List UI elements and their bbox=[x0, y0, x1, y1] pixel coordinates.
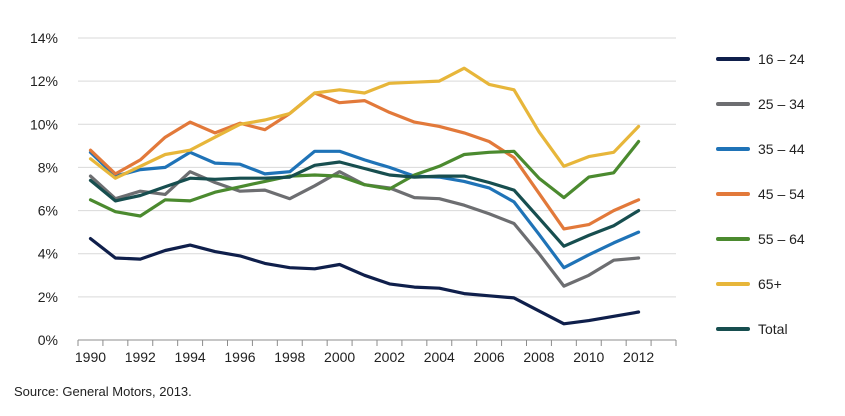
legend: 16 – 24 25 – 34 35 – 44 45 – 54 55 – 64 65+ To… bbox=[716, 51, 805, 337]
series-line-0 bbox=[88, 237, 641, 326]
x-tick-label: 2004 bbox=[424, 349, 455, 365]
legend-label: 35 – 44 bbox=[758, 141, 805, 157]
x-tick-label: 1994 bbox=[175, 349, 206, 365]
y-tick-label: 12% bbox=[30, 73, 58, 89]
y-tick-label: 6% bbox=[38, 203, 58, 219]
legend-label: 16 – 24 bbox=[758, 51, 805, 67]
legend-label: 55 – 64 bbox=[758, 231, 805, 247]
x-tick-label: 1996 bbox=[224, 349, 255, 365]
y-tick-label: 0% bbox=[38, 332, 58, 348]
series-line-3 bbox=[88, 91, 641, 231]
series-line-2 bbox=[88, 149, 641, 270]
series-lines bbox=[88, 66, 641, 326]
series-line-6 bbox=[88, 160, 641, 248]
series-line-4 bbox=[88, 139, 641, 218]
x-tick-label: 2000 bbox=[324, 349, 355, 365]
y-tick-label: 14% bbox=[30, 30, 58, 46]
legend-label: 25 – 34 bbox=[758, 96, 805, 112]
y-tick-label: 4% bbox=[38, 246, 58, 262]
x-tick-label: 2006 bbox=[474, 349, 505, 365]
axes: 0% 2% 4% 6% 8% 10% 12% 14% 1990 1992 1994 1996 1998 2… bbox=[30, 30, 677, 365]
x-tick-label: 2012 bbox=[623, 349, 654, 365]
source-note: Source: General Motors, 2013. bbox=[14, 384, 192, 399]
y-tick-label: 2% bbox=[38, 289, 58, 305]
x-tick-label: 1998 bbox=[274, 349, 305, 365]
grid-lines bbox=[78, 37, 676, 298]
y-tick-label: 10% bbox=[30, 116, 58, 132]
x-tick-label: 1992 bbox=[125, 349, 156, 365]
y-tick-label: 8% bbox=[38, 159, 58, 175]
series-line-1 bbox=[88, 170, 641, 288]
x-tick-label: 2002 bbox=[374, 349, 405, 365]
x-tick-label: 1990 bbox=[75, 349, 106, 365]
legend-label: 65+ bbox=[758, 276, 782, 292]
x-tick-label: 2008 bbox=[523, 349, 554, 365]
legend-label: 45 – 54 bbox=[758, 186, 805, 202]
x-tick-label: 2010 bbox=[573, 349, 604, 365]
series-line-5 bbox=[88, 66, 641, 180]
legend-label: Total bbox=[758, 321, 788, 337]
